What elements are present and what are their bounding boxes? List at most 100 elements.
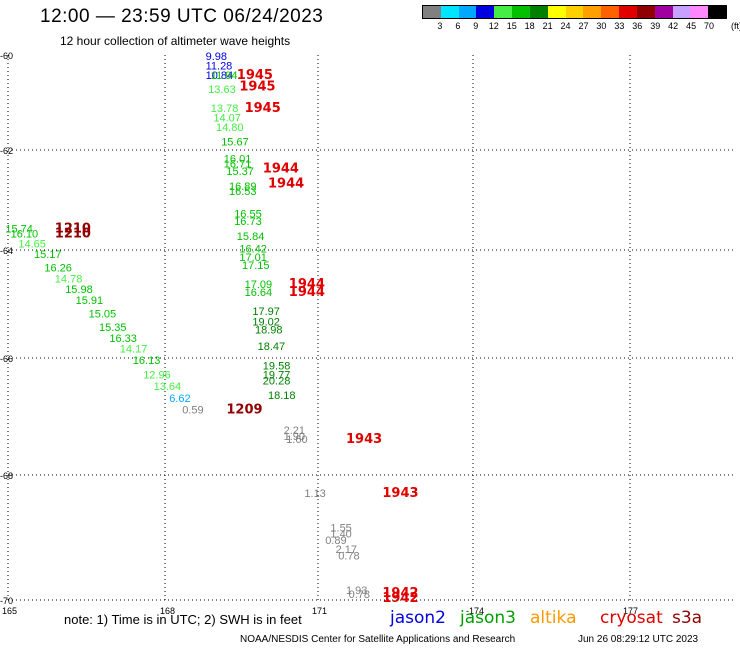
wave-height-value: 1.60 <box>286 434 307 446</box>
map-grid <box>7 55 736 601</box>
color-tick-label: 39 <box>650 21 661 31</box>
latitude-label: -60 <box>0 51 13 61</box>
color-swatch <box>423 6 441 18</box>
legend-s3a: s3a <box>672 608 703 628</box>
wave-height-value: 16.01 <box>224 154 252 166</box>
pass-time-label: 1943 <box>382 486 418 501</box>
wave-height-value: 14.65 <box>18 239 46 251</box>
color-tick-label: 70 <box>704 21 715 31</box>
color-swatch <box>565 6 584 18</box>
wave-height-value: 0.78 <box>349 589 370 601</box>
wave-height-value: 14.07 <box>213 113 241 125</box>
color-tick-label: 15 <box>506 21 517 31</box>
pass-time-label: 1210 <box>55 227 91 242</box>
wave-height-value: 14.80 <box>216 122 244 134</box>
wave-height-value: 16.26 <box>44 263 72 275</box>
pass-time-label: 1945 <box>237 68 273 83</box>
wave-height-value: 19.02 <box>252 317 280 329</box>
wave-height-value: 14.78 <box>55 273 83 285</box>
wave-height-value: 0.59 <box>182 405 203 417</box>
wave-height-value: 16.71 <box>224 159 252 171</box>
wave-height-value: 15.91 <box>76 295 104 307</box>
wave-height-value: 17.15 <box>242 260 270 272</box>
latitude-label: -64 <box>0 246 13 256</box>
pass-time-label: 1944 <box>263 162 299 177</box>
pass-time-label: 1944 <box>268 177 304 192</box>
wave-height-value: 15.98 <box>65 284 93 296</box>
wave-height-value: 13.78 <box>211 103 239 115</box>
wave-height-value: 9.98 <box>206 51 227 63</box>
wave-height-value: 13.64 <box>154 381 182 393</box>
units-note: note: 1) Time is in UTC; 2) SWH is in fe… <box>64 612 302 627</box>
wave-height-value: 15.05 <box>89 309 117 321</box>
color-swatch <box>619 6 637 18</box>
wave-height-value: 15.74 <box>5 224 33 236</box>
wave-height-value: 15.84 <box>237 231 265 243</box>
wave-height-value: 16.64 <box>245 287 273 299</box>
longitude-label: 177 <box>623 606 638 616</box>
wave-height-labels: 9.9811.2810.8411.9413.6313.7814.0714.801… <box>5 51 418 606</box>
color-scale-bar <box>422 5 727 19</box>
longitude-label: 165 <box>2 606 17 616</box>
color-swatch <box>636 6 655 18</box>
wave-height-value: 1.55 <box>330 522 351 534</box>
color-swatch <box>547 6 566 18</box>
color-swatch <box>672 6 691 18</box>
latitude-label: -66 <box>0 354 13 364</box>
pass-time-label: 1209 <box>226 403 262 418</box>
pass-time-label: 1943 <box>346 432 382 447</box>
wave-height-value: 13.63 <box>208 84 236 96</box>
wave-height-value: 10.84 <box>206 70 234 82</box>
legend-jason3: jason3 <box>460 608 516 628</box>
wave-height-value: 1.13 <box>304 488 325 500</box>
wave-height-value: 1.90 <box>284 431 305 443</box>
color-tick-label: 3 <box>437 21 443 31</box>
color-swatch <box>440 6 459 18</box>
color-swatch <box>654 6 673 18</box>
color-tick-label: 21 <box>542 21 553 31</box>
color-tick-label: 27 <box>578 21 589 31</box>
pass-time-label: 1210 <box>55 222 91 237</box>
wave-height-value: 17.09 <box>245 279 273 291</box>
color-unit-label: (ft) <box>731 21 740 31</box>
color-tick-label: 42 <box>668 21 679 31</box>
wave-height-value: 1.40 <box>330 529 351 541</box>
wave-height-value: 19.58 <box>263 361 291 373</box>
color-tick-label: 9 <box>473 21 479 31</box>
wave-height-value: 16.89 <box>229 181 257 193</box>
color-swatch <box>708 6 727 18</box>
wave-height-value: 18.18 <box>268 390 296 402</box>
pass-time-label: 1942 <box>382 591 418 606</box>
wave-height-value: 2.17 <box>336 544 357 556</box>
generated-timestamp: Jun 26 08:29:12 UTC 2023 <box>578 634 699 645</box>
color-swatch <box>476 6 495 18</box>
wave-height-value: 16.55 <box>234 209 262 221</box>
wave-height-value: 16.73 <box>234 216 262 228</box>
wave-height-value: 20.28 <box>263 375 291 387</box>
wave-height-value: 2.21 <box>284 425 305 437</box>
wave-height-value: 16.42 <box>239 244 267 256</box>
wave-height-value: 16.53 <box>229 186 257 198</box>
legend-jason2: jason2 <box>390 608 446 628</box>
wave-height-value: 11.94 <box>211 70 238 82</box>
wave-height-value: 19.77 <box>263 369 291 381</box>
wave-height-value: 17.01 <box>239 252 267 264</box>
color-tick-label: 30 <box>596 21 607 31</box>
color-swatch <box>529 6 548 18</box>
wave-height-value: 11.28 <box>206 60 233 72</box>
map-subtitle: 12 hour collection of altimeter wave hei… <box>60 34 291 48</box>
color-swatch <box>690 6 709 18</box>
legend-cryosat: cryosat <box>600 608 663 628</box>
wave-height-value: 16.10 <box>11 229 39 241</box>
wave-height-value: 12.96 <box>143 369 171 381</box>
longitude-label: 171 <box>312 606 327 616</box>
color-tick-label: 45 <box>686 21 697 31</box>
credit-line: NOAA/NESDIS Center for Satellite Applica… <box>240 634 516 645</box>
pass-time-label: 1945 <box>245 101 281 116</box>
color-swatch <box>458 6 477 18</box>
latitude-label: -68 <box>0 471 13 481</box>
color-tick-label: 18 <box>524 21 535 31</box>
